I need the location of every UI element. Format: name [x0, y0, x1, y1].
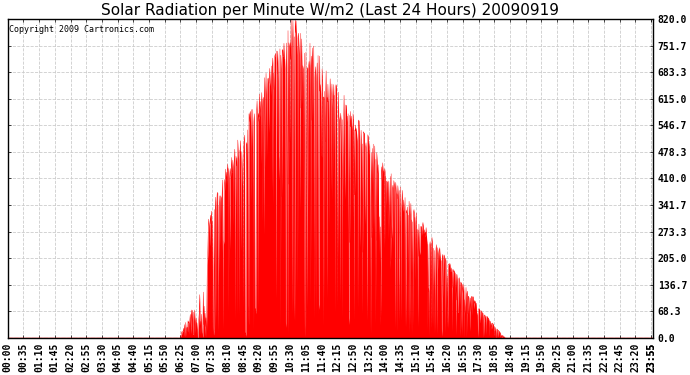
Text: Copyright 2009 Cartronics.com: Copyright 2009 Cartronics.com [9, 26, 154, 34]
Title: Solar Radiation per Minute W/m2 (Last 24 Hours) 20090919: Solar Radiation per Minute W/m2 (Last 24… [101, 3, 560, 18]
